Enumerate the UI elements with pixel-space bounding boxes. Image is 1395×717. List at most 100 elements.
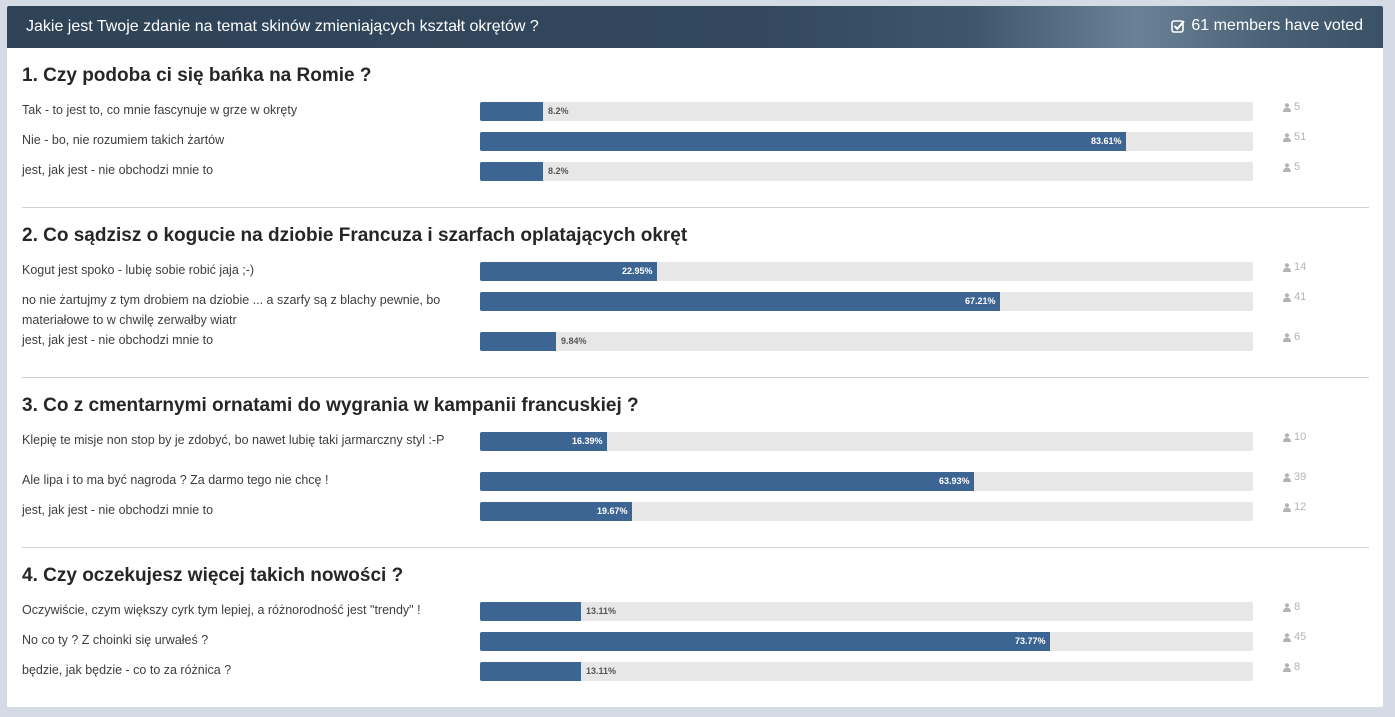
percentage-label: 9.84% [561,336,587,346]
poll-choice: No co ty ? Z choinki się urwałeś ? 73.77… [22,630,1369,652]
result-bar-fill [480,332,556,351]
choice-label: Klepię te misje non stop by je zdobyć, b… [22,433,445,447]
vote-count-value: 39 [1294,471,1307,483]
choice-label: Oczywiście, czym większy cyrk tym lepiej… [22,603,421,617]
poll-question: 3. Co z cmentarnymi ornatami do wygrania… [22,394,1369,521]
percentage-label: 13.11% [586,666,617,676]
vote-count: 12 [1283,501,1306,513]
poll-choice: jest, jak jest - nie obchodzi mnie to 9.… [22,330,1369,352]
choice-label: Ale lipa i to ma być nagroda ? Za darmo … [22,473,329,487]
user-icon [1283,432,1291,442]
percentage-label: 8.2% [548,166,569,176]
percentage-label: 73.77% [1015,636,1046,646]
check-square-icon [1171,20,1186,33]
result-bar-fill [480,602,581,621]
percentage-label: 83.61% [1091,136,1122,146]
result-bar-fill [480,132,1126,151]
vote-count: 8 [1283,661,1300,673]
user-icon [1283,292,1291,302]
divider [22,207,1369,208]
percentage-label: 8.2% [548,106,569,116]
result-bar: 13.11% [480,602,1253,621]
vote-count-value: 6 [1294,331,1301,343]
vote-count: 5 [1283,161,1300,173]
poll-choice: jest, jak jest - nie obchodzi mnie to 19… [22,500,1369,522]
result-bar-fill [480,662,581,681]
percentage-label: 67.21% [965,296,996,306]
percentage-label: 19.67% [597,506,628,516]
user-icon [1283,162,1291,172]
vote-count-value: 8 [1294,661,1301,673]
poll-question: 4. Czy oczekujesz więcej takich nowości … [22,564,1369,681]
votes-label: 61 members have voted [1191,17,1363,34]
result-bar-fill [480,262,657,281]
vote-count-value: 10 [1294,431,1307,443]
vote-count-value: 45 [1294,631,1307,643]
question-title: 2. Co sądzisz o kogucie na dziobie Franc… [22,225,688,246]
result-bar-fill [480,292,1000,311]
user-icon [1283,502,1291,512]
choice-label: jest, jak jest - nie obchodzi mnie to [22,333,214,347]
result-bar: 8.2% [480,102,1253,121]
result-bar: 13.11% [480,662,1253,681]
vote-count: 8 [1283,601,1300,613]
choice-label: Kogut jest spoko - lubię sobie robić jaj… [22,263,255,277]
poll-choice: Klepię te misje non stop by je zdobyć, b… [22,430,1369,452]
result-bar: 83.61% [480,132,1253,151]
result-bar: 19.67% [480,502,1253,521]
vote-count-value: 8 [1294,601,1301,613]
poll-question: 1. Czy podoba ci się bańka na Romie ? Ta… [22,64,1369,181]
user-icon [1283,132,1291,142]
result-bar: 8.2% [480,162,1253,181]
divider [22,377,1369,378]
vote-count: 10 [1283,431,1306,443]
percentage-label: 16.39% [572,436,603,446]
user-icon [1283,662,1291,672]
vote-count: 51 [1283,131,1306,143]
percentage-label: 13.11% [586,606,617,616]
vote-count: 5 [1283,101,1300,113]
choice-label: jest, jak jest - nie obchodzi mnie to [22,503,214,517]
result-bar-fill [480,102,543,121]
vote-count-value: 41 [1294,291,1307,303]
votes-summary: 61 members have voted [1171,16,1363,36]
poll-choice: Ale lipa i to ma być nagroda ? Za darmo … [22,470,1369,492]
user-icon [1283,632,1291,642]
vote-count-value: 5 [1294,161,1301,173]
result-bar: 73.77% [480,632,1253,651]
user-icon [1283,332,1291,342]
poll-widget: Jakie jest Twoje zdanie na temat skinów … [7,6,1383,707]
vote-count-value: 12 [1294,501,1307,513]
choice-label: no nie żartujmy z tym drobiem na dziobie… [22,293,441,327]
result-bar-fill [480,432,607,451]
choice-label: No co ty ? Z choinki się urwałeś ? [22,633,209,647]
poll-choice: Tak - to jest to, co mnie fascynuje w gr… [22,100,1369,122]
poll-choice: Nie - bo, nie rozumiem takich żartów 83.… [22,130,1369,152]
vote-count: 6 [1283,331,1300,343]
percentage-label: 22.95% [622,266,653,276]
poll-choice: no nie żartujmy z tym drobiem na dziobie… [22,290,1369,327]
question-title: 1. Czy podoba ci się bańka na Romie ? [22,65,372,86]
choice-label: jest, jak jest - nie obchodzi mnie to [22,163,214,177]
divider [22,547,1369,548]
result-bar: 67.21% [480,292,1253,311]
result-bar: 9.84% [480,332,1253,351]
poll-choice: będzie, jak będzie - co to za różnica ? … [22,660,1369,682]
question-title: 4. Czy oczekujesz więcej takich nowości … [22,565,404,586]
question-title: 3. Co z cmentarnymi ornatami do wygrania… [22,395,639,416]
user-icon [1283,102,1291,112]
choice-label: Tak - to jest to, co mnie fascynuje w gr… [22,103,298,117]
vote-count-value: 51 [1294,131,1307,143]
poll-choice: Kogut jest spoko - lubię sobie robić jaj… [22,260,1369,282]
result-bar-fill [480,632,1050,651]
poll-choice: Oczywiście, czym większy cyrk tym lepiej… [22,600,1369,622]
result-bar-fill [480,162,543,181]
result-bar: 63.93% [480,472,1253,491]
vote-count: 39 [1283,471,1306,483]
vote-count: 45 [1283,631,1306,643]
result-bar: 22.95% [480,262,1253,281]
result-bar-fill [480,472,974,491]
poll-title: Jakie jest Twoje zdanie na temat skinów … [26,18,539,35]
vote-count-value: 5 [1294,101,1301,113]
vote-count: 41 [1283,291,1306,303]
